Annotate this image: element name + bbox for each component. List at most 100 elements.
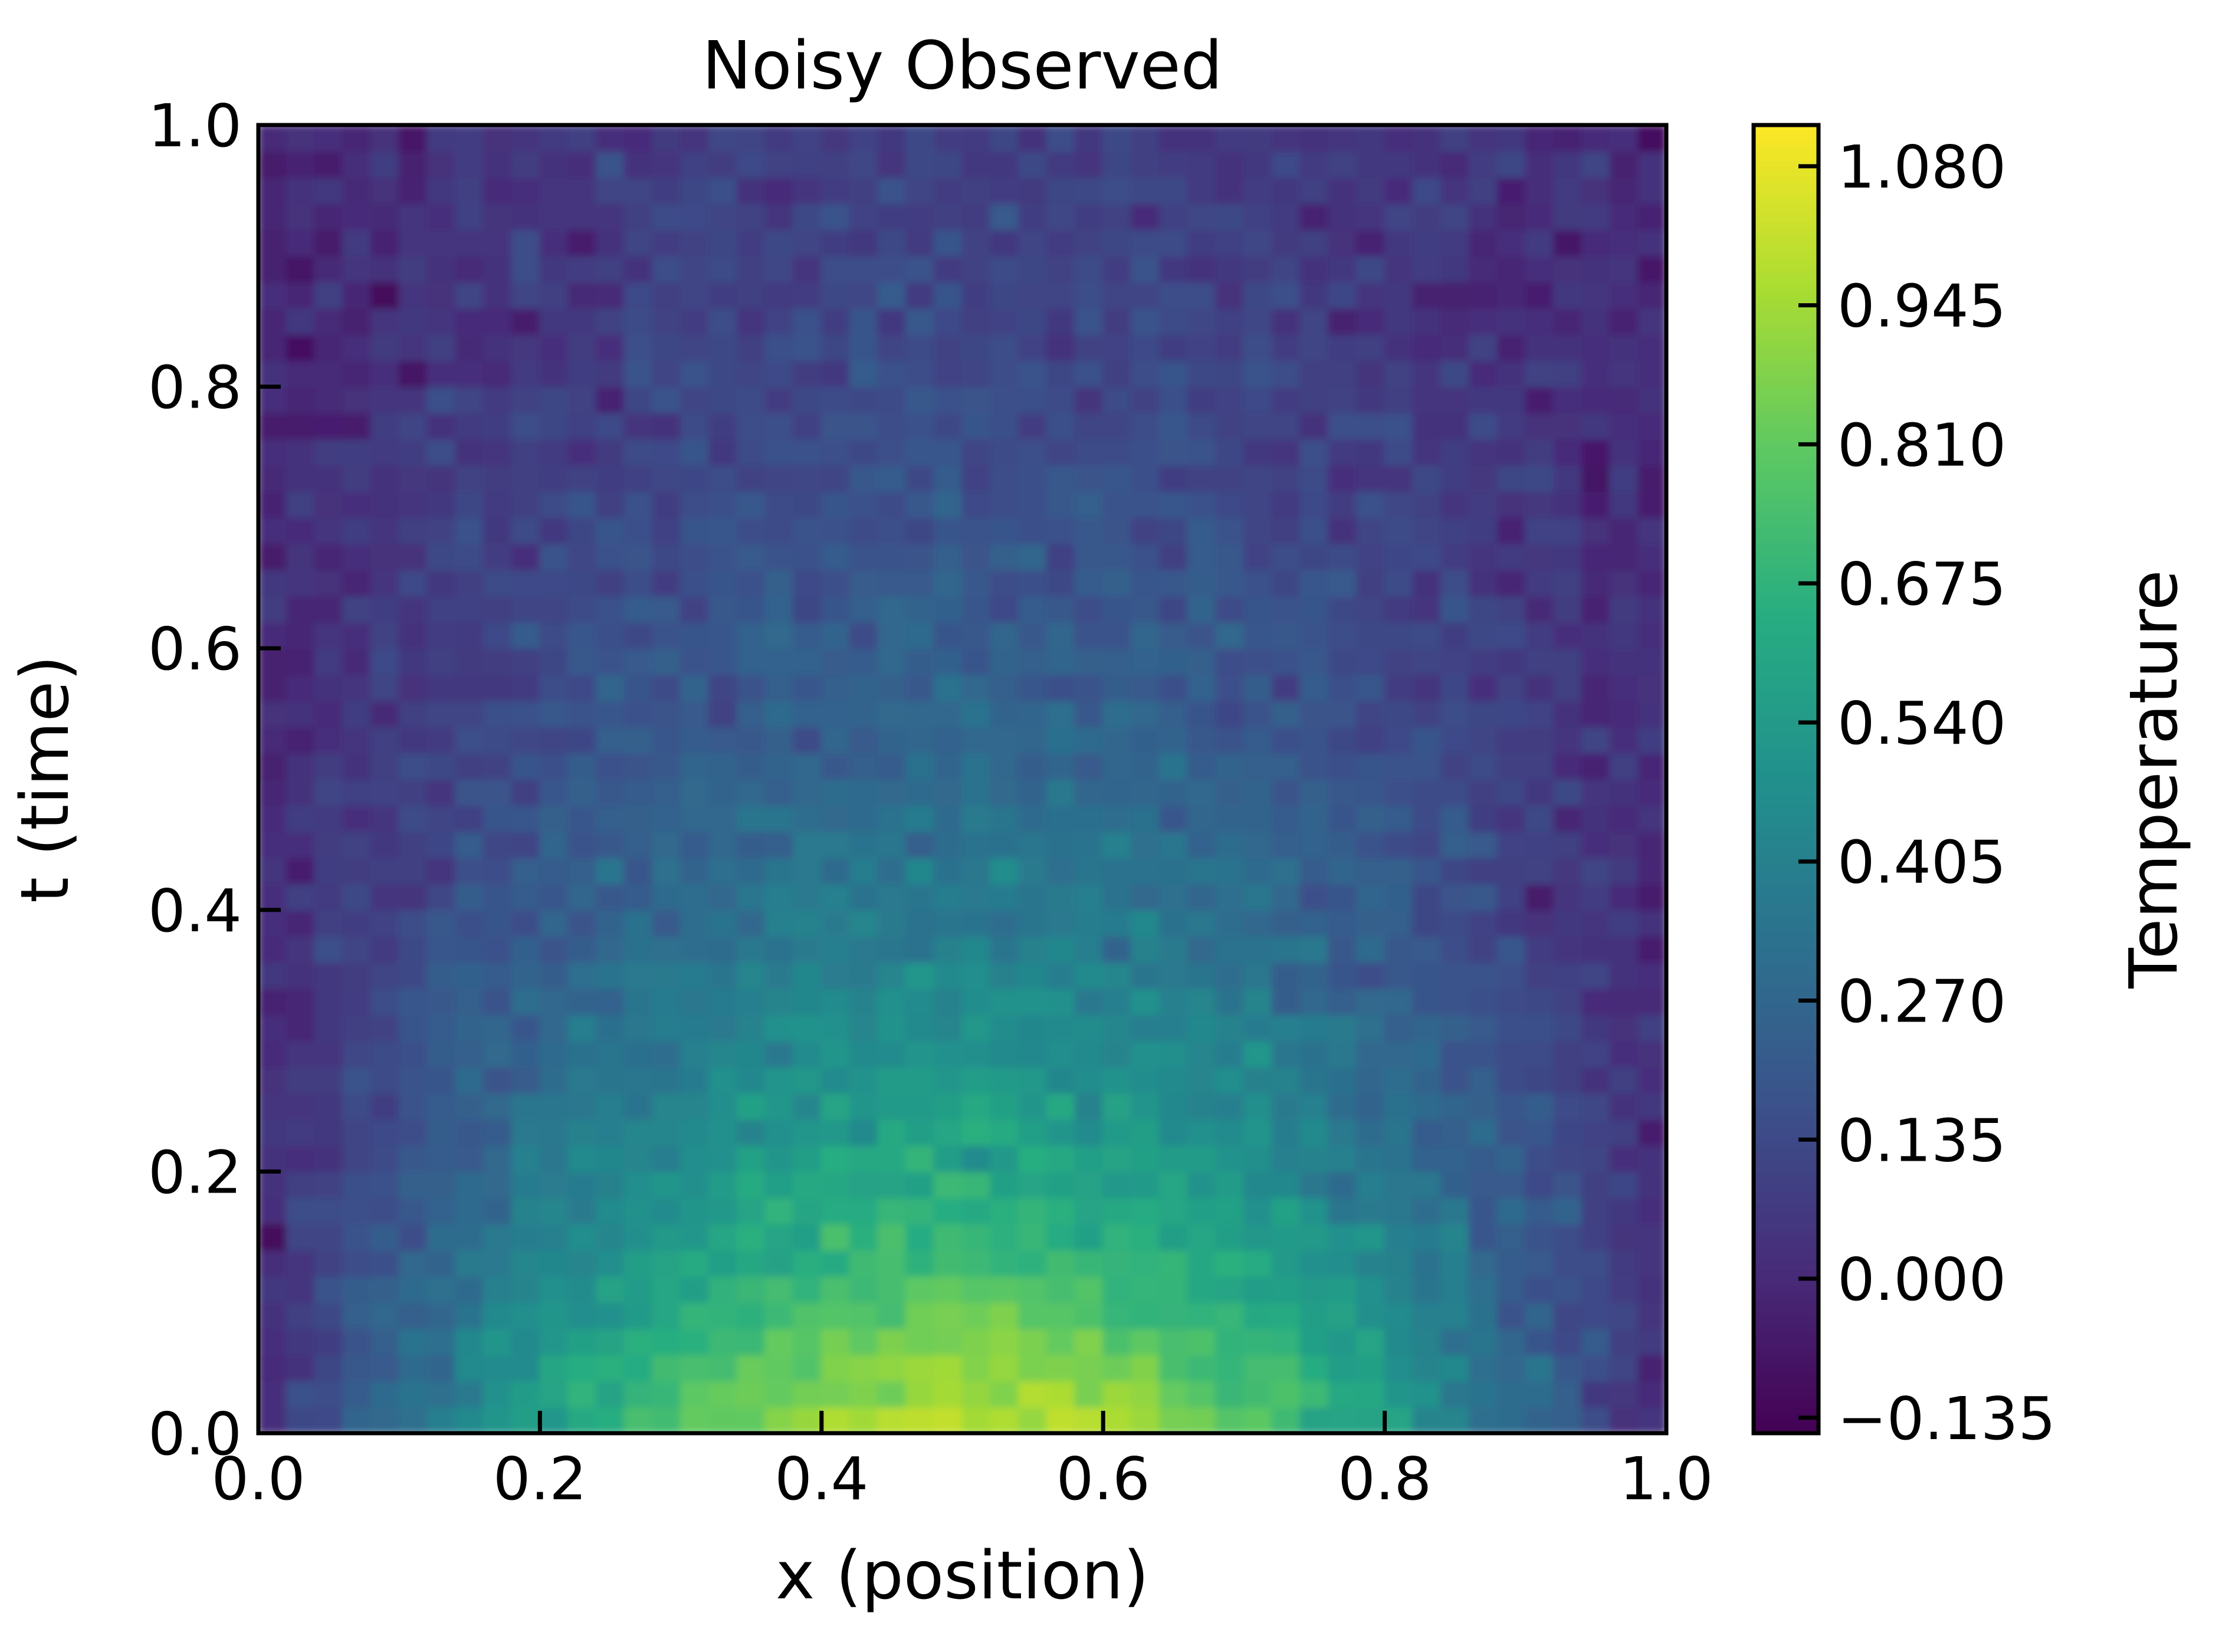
heatmap-cell [511, 229, 541, 257]
heatmap-cell [905, 1171, 935, 1198]
heatmap-cell [1384, 648, 1414, 675]
heatmap-cell [1384, 1171, 1414, 1198]
heatmap-cell [455, 125, 484, 152]
heatmap-cell [1102, 804, 1132, 832]
heatmap-cell [877, 648, 907, 675]
colorbar-step [1754, 130, 1818, 136]
y-axis: 0.00.20.40.60.81.0 [148, 91, 281, 1469]
heatmap-cell [652, 1354, 682, 1382]
heatmap-cell [877, 699, 907, 728]
heatmap-cell [1243, 987, 1273, 1016]
heatmap-cell [1243, 1145, 1273, 1173]
heatmap-cell [793, 1092, 822, 1120]
heatmap-cell [680, 752, 710, 780]
heatmap-cell [1637, 150, 1666, 178]
colorbar-step [1754, 1254, 1818, 1260]
heatmap-cell [1271, 1171, 1301, 1198]
heatmap-cell [1637, 752, 1666, 780]
heatmap-cell [680, 935, 710, 963]
heatmap-cell [1553, 1380, 1583, 1408]
heatmap-cell [258, 1145, 287, 1173]
heatmap-cell [314, 830, 344, 859]
heatmap-cell [455, 203, 484, 231]
heatmap-cell [1384, 1066, 1414, 1094]
heatmap-cell [314, 281, 344, 309]
heatmap-cell [595, 987, 625, 1016]
heatmap-cell [1355, 621, 1386, 649]
heatmap-cell [398, 464, 428, 492]
heatmap-cell [961, 1066, 992, 1094]
heatmap-cell [764, 1380, 795, 1408]
heatmap-cell [1299, 333, 1330, 362]
heatmap-cell [1046, 1406, 1076, 1433]
heatmap-cell [905, 595, 935, 623]
heatmap-cell [652, 726, 682, 754]
heatmap-cell [708, 1171, 738, 1198]
heatmap-cell [1187, 491, 1217, 518]
heatmap-cell [1355, 726, 1386, 754]
heatmap-cell [1271, 386, 1301, 413]
heatmap-cell [1637, 569, 1666, 597]
heatmap-cell [511, 779, 541, 806]
heatmap-cell [1215, 150, 1245, 178]
heatmap-cell [849, 1014, 879, 1042]
x-axis: 0.0 0.2 0.4 0.6 0.8 1.0 [211, 1411, 1714, 1513]
heatmap-cell [652, 674, 682, 701]
heatmap-cell [1046, 699, 1076, 728]
heatmap-cell [820, 307, 851, 335]
colorbar-step [1754, 1397, 1818, 1403]
heatmap-cell [708, 1249, 738, 1277]
heatmap-cell [623, 1406, 654, 1433]
heatmap-cell [1468, 595, 1498, 623]
heatmap-cell [849, 360, 879, 387]
heatmap-cell [426, 281, 457, 309]
heatmap-cell [258, 699, 287, 728]
heatmap-cell [455, 804, 484, 832]
colorbar-step [1754, 896, 1818, 902]
heatmap-cell [905, 830, 935, 859]
heatmap-cell [511, 125, 541, 152]
heatmap-cell [1243, 961, 1273, 989]
heatmap-cell [1017, 1406, 1048, 1433]
heatmap-cell [736, 699, 766, 728]
heatmap-cell [680, 1014, 710, 1042]
heatmap-cell [1440, 333, 1470, 362]
heatmap-cell [595, 961, 625, 989]
heatmap-cell [1384, 1354, 1414, 1382]
heatmap-cell [933, 1354, 963, 1382]
heatmap-cell [482, 203, 513, 231]
colorbar-step [1754, 247, 1818, 254]
heatmap-cell [1046, 517, 1076, 544]
heatmap-cell [1637, 517, 1666, 544]
heatmap-cell [905, 1275, 935, 1303]
heatmap-cell [1468, 333, 1498, 362]
heatmap-cell [1412, 517, 1442, 544]
heatmap-cell [905, 935, 935, 963]
heatmap-cell [1130, 1197, 1160, 1225]
heatmap-cell [623, 281, 654, 309]
heatmap-cell [567, 1223, 597, 1251]
heatmap-cell [1525, 674, 1555, 701]
heatmap-cell [1609, 830, 1639, 859]
heatmap-cell [1187, 307, 1217, 335]
heatmap-cell [1271, 621, 1301, 649]
heatmap-cell [736, 1092, 766, 1120]
heatmap-cell [314, 360, 344, 387]
heatmap-cell [961, 674, 992, 701]
heatmap-cell [1243, 1040, 1273, 1068]
heatmap-cell [1412, 595, 1442, 623]
heatmap-cell [623, 1171, 654, 1198]
heatmap-cell [652, 464, 682, 492]
heatmap-cell [1525, 281, 1555, 309]
colorbar-step [1754, 651, 1818, 657]
heatmap-cell [482, 987, 513, 1016]
heatmap-cell [1609, 1092, 1639, 1120]
heatmap-cell [1355, 491, 1386, 518]
heatmap-cell [398, 674, 428, 701]
heatmap-cell [342, 1380, 372, 1408]
colorbar-step [1754, 947, 1818, 954]
heatmap-cell [1046, 1066, 1076, 1094]
heatmap-cell [426, 1092, 457, 1120]
heatmap-cell [426, 1275, 457, 1303]
heatmap-cell [1412, 621, 1442, 649]
